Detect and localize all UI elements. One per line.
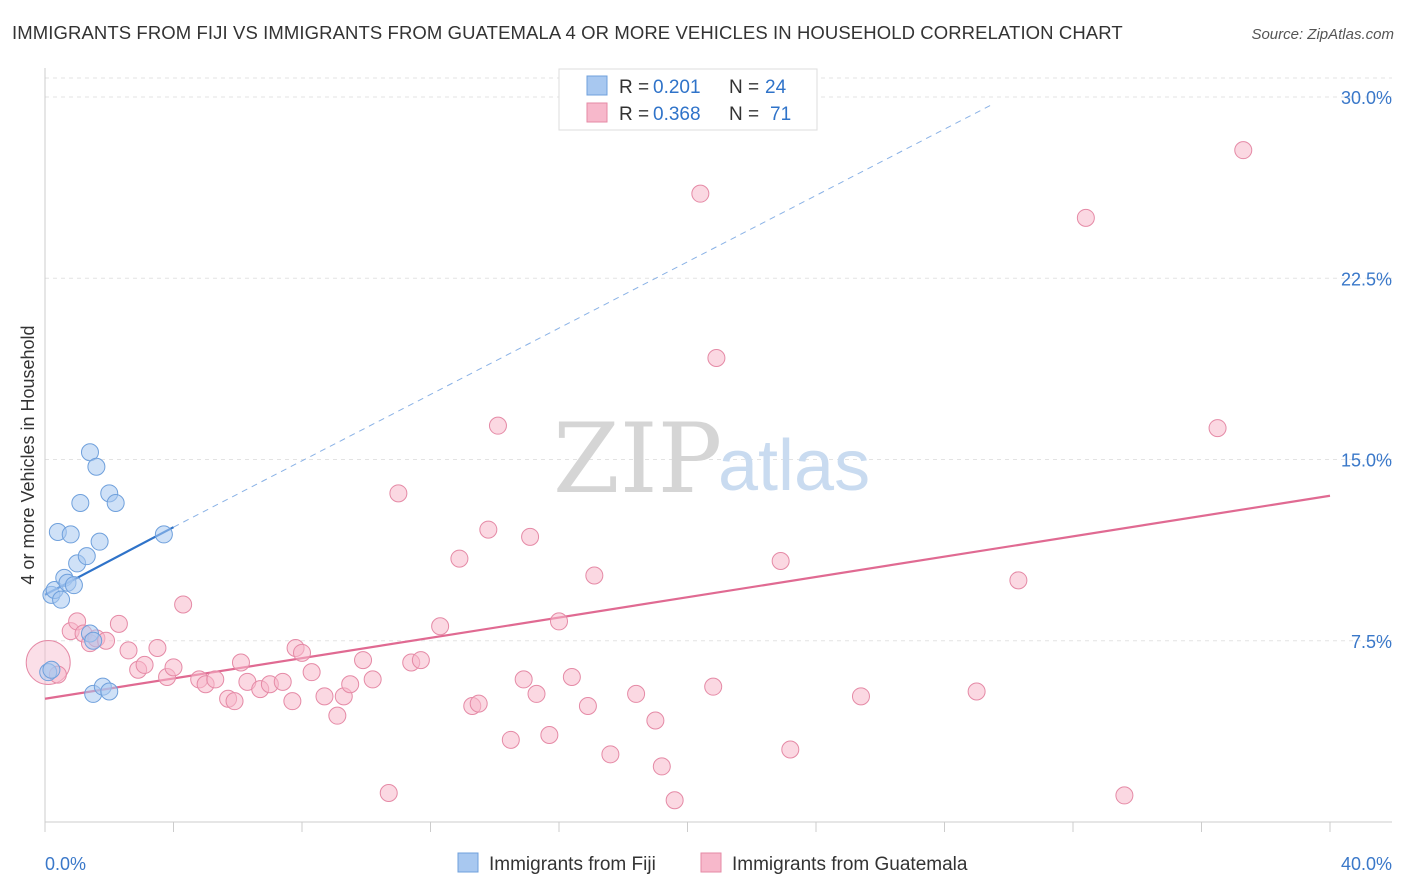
- axes: [44, 68, 1392, 823]
- stats-legend-swatch-fiji: [586, 75, 608, 96]
- point-guatemala: [450, 549, 469, 568]
- chart-title: IMMIGRANTS FROM FIJI VS IMMIGRANTS FROM …: [12, 22, 1123, 43]
- point-fiji: [106, 494, 125, 512]
- point-guatemala: [704, 677, 723, 696]
- point-guatemala: [501, 730, 520, 749]
- stats-legend-swatch-guatemala: [586, 102, 608, 123]
- point-guatemala: [411, 651, 430, 670]
- point-guatemala: [601, 745, 620, 764]
- point-guatemala: [273, 672, 292, 691]
- point-fiji: [87, 457, 106, 476]
- point-guatemala: [1208, 419, 1227, 438]
- point-guatemala: [646, 711, 665, 730]
- stats-legend-n-label-fiji: N =: [729, 77, 759, 98]
- series-legend-swatch-fiji: [457, 852, 479, 873]
- point-guatemala: [527, 684, 546, 703]
- point-guatemala: [109, 614, 128, 633]
- stats-legend-r-label-fiji: R =: [619, 77, 649, 98]
- y-axis-tick-labels: 7.5% 15.0% 22.5% 30.0%: [1341, 88, 1392, 652]
- point-guatemala: [379, 784, 398, 802]
- point-guatemala: [293, 643, 311, 662]
- trend-lines: [44, 103, 1331, 700]
- stats-legend-n-label-guatemala: N =: [729, 104, 759, 125]
- point-guatemala: [1076, 208, 1095, 227]
- point-guatemala: [514, 670, 533, 689]
- point-guatemala: [206, 670, 225, 689]
- point-guatemala: [1115, 786, 1134, 805]
- point-guatemala: [540, 726, 559, 744]
- point-guatemala: [627, 684, 646, 703]
- stats-legend-n-value-fiji: 24: [765, 77, 787, 98]
- y-tick-label: 30.0%: [1341, 88, 1392, 108]
- point-guatemala: [135, 655, 154, 674]
- point-guatemala: [488, 416, 507, 435]
- stats-legend-n-value-guatemala: 71: [770, 104, 791, 125]
- point-fiji: [61, 525, 80, 544]
- stats-legend: R = 0.201 N = 24 R = 0.368 N = 71: [558, 68, 818, 131]
- point-guatemala: [521, 527, 540, 546]
- point-guatemala: [771, 552, 790, 570]
- point-guatemala: [231, 653, 250, 672]
- point-fiji: [64, 576, 83, 595]
- point-guatemala: [341, 675, 360, 694]
- point-guatemala: [691, 184, 710, 203]
- point-guatemala: [967, 682, 986, 701]
- point-fiji: [84, 631, 103, 650]
- point-guatemala: [148, 639, 167, 657]
- point-guatemala: [1234, 141, 1253, 160]
- point-guatemala: [781, 740, 800, 759]
- point-fiji: [71, 494, 90, 512]
- point-fiji: [100, 682, 119, 701]
- point-guatemala: [302, 663, 321, 682]
- point-guatemala: [174, 595, 193, 614]
- point-guatemala: [578, 697, 597, 715]
- point-guatemala: [164, 658, 183, 677]
- stats-legend-r-label-guatemala: R =: [619, 104, 649, 125]
- point-guatemala: [315, 687, 334, 706]
- point-guatemala: [119, 641, 138, 660]
- point-fiji: [90, 532, 109, 551]
- point-guatemala: [354, 651, 373, 670]
- y-tick-label: 22.5%: [1341, 269, 1392, 289]
- watermark-zip: ZIP: [553, 403, 722, 515]
- point-guatemala: [431, 617, 450, 636]
- y-tick-label: 15.0%: [1341, 451, 1392, 471]
- data-points: [25, 141, 1253, 810]
- point-guatemala: [479, 520, 498, 539]
- point-guatemala: [225, 692, 244, 711]
- stats-legend-r-value-guatemala: 0.368: [653, 104, 701, 125]
- point-fiji: [77, 547, 96, 566]
- point-guatemala: [550, 612, 568, 631]
- point-guatemala: [851, 687, 870, 706]
- point-guatemala: [389, 484, 408, 503]
- point-guatemala: [469, 694, 488, 713]
- series-legend-label-fiji: Immigrants from Fiji: [489, 854, 656, 875]
- point-fiji: [154, 525, 173, 544]
- point-guatemala: [652, 757, 671, 776]
- point-fiji: [52, 590, 71, 609]
- point-guatemala: [328, 706, 347, 725]
- x-tick-label-right: 40.0%: [1341, 854, 1392, 874]
- point-guatemala: [562, 668, 581, 686]
- point-fiji: [42, 660, 61, 679]
- watermark-atlas: atlas: [718, 426, 870, 506]
- point-guatemala: [665, 791, 684, 810]
- point-guatemala: [707, 349, 726, 367]
- chart-source: Source: ZipAtlas.com: [1251, 26, 1394, 43]
- point-guatemala: [363, 670, 382, 689]
- x-tick-label-left: 0.0%: [45, 854, 86, 874]
- point-guatemala: [585, 566, 604, 585]
- series-legend-label-guatemala: Immigrants from Guatemala: [732, 854, 968, 875]
- y-tick-label: 7.5%: [1351, 632, 1392, 652]
- trend-line-guatemala: [44, 494, 1331, 700]
- point-guatemala: [1009, 571, 1028, 590]
- point-guatemala: [283, 692, 302, 711]
- y-axis-label: 4 or more Vehicles in Household: [18, 325, 38, 584]
- x-axis-ticks: [44, 822, 1331, 832]
- stats-legend-r-value-fiji: 0.201: [653, 77, 701, 98]
- series-legend-swatch-guatemala: [700, 852, 722, 873]
- series-legend: Immigrants from Fiji Immigrants from Gua…: [457, 852, 968, 875]
